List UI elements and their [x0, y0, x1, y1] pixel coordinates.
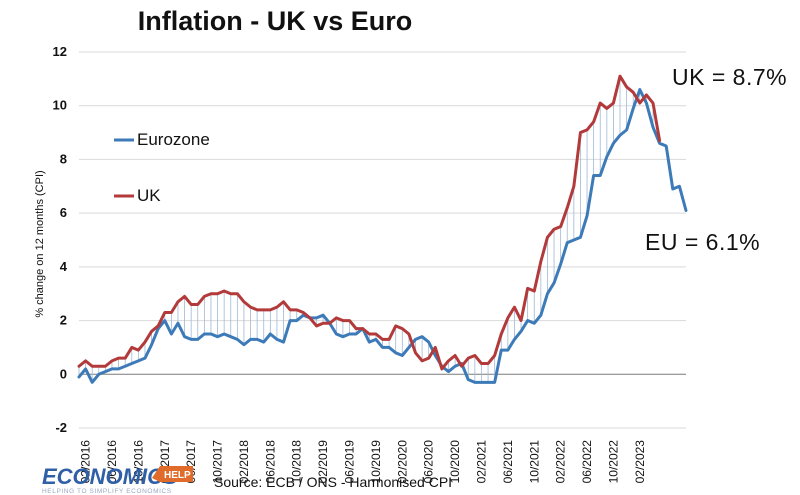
legend-label-eurozone: Eurozone — [137, 130, 210, 149]
x-tick-label: 06/2018 — [263, 440, 277, 484]
x-tick-label: 10/2021 — [527, 440, 541, 484]
x-tick-label: 02/2018 — [237, 440, 251, 484]
gap-hatching — [78, 76, 661, 383]
logo-help-tag — [152, 466, 193, 482]
x-tick-label: 10/2020 — [448, 440, 462, 484]
economics-help-logo: ECONOMICS HELP HELPING TO SIMPLIFY ECONO… — [42, 464, 193, 495]
logo-tagline: HELPING TO SIMPLIFY ECONOMICS — [42, 488, 172, 495]
logo-help-text: HELP — [164, 470, 191, 481]
x-tick-label: 06/2022 — [580, 440, 594, 484]
x-tick-label: 10/2022 — [606, 440, 620, 484]
chart-title: Inflation - UK vs Euro — [138, 6, 413, 36]
series-lines — [77, 74, 688, 384]
x-tick-label: 02/2020 — [395, 440, 409, 484]
y-tick-labels: -2 0 2 4 6 8 10 12 — [53, 44, 68, 435]
y-tick-label: 6 — [60, 205, 67, 220]
legend-label-uk: UK — [137, 186, 161, 205]
y-tick-label: 0 — [60, 366, 67, 381]
y-tick-label: 4 — [60, 259, 68, 274]
y-tick-label: 8 — [60, 151, 67, 166]
gridlines — [79, 51, 686, 429]
x-tick-label: 10/2016 — [131, 440, 145, 484]
x-tick-label: 06/2019 — [343, 440, 357, 484]
uk-final-annotation: UK = 8.7% — [672, 64, 787, 90]
source-note: Source: ECB / ONS - Harmonised CPI — [214, 474, 452, 490]
x-tick-label: 06/2016 — [105, 440, 119, 484]
y-tick-label: 2 — [60, 313, 67, 328]
y-axis-label: % change on 12 months (CPI) — [34, 170, 46, 317]
x-tick-labels: 02/2016 06/2016 10/2016 02/2017 06/2017 10/20… — [79, 440, 647, 484]
x-tick-label: 06/2021 — [501, 440, 515, 484]
x-tick-label: 10/2019 — [369, 440, 383, 484]
x-tick-label: 10/2017 — [211, 440, 225, 484]
eu-final-annotation: EU = 6.1% — [645, 229, 760, 255]
x-tick-label: 02/2019 — [316, 440, 330, 484]
x-tick-label: 02/2022 — [554, 440, 568, 484]
x-tick-label: 02/2021 — [474, 440, 488, 484]
y-tick-label: 10 — [53, 98, 67, 113]
legend: Eurozone UK — [114, 130, 210, 205]
y-tick-label: 12 — [53, 44, 67, 59]
x-tick-label: 02/2016 — [79, 440, 93, 484]
series-line-uk — [77, 74, 662, 371]
y-tick-label: -2 — [55, 420, 67, 435]
x-tick-label: 02/2023 — [633, 440, 647, 484]
x-tick-label: 10/2018 — [290, 440, 304, 484]
x-tick-label: 06/2020 — [422, 440, 436, 484]
series-line-eurozone — [77, 88, 688, 384]
